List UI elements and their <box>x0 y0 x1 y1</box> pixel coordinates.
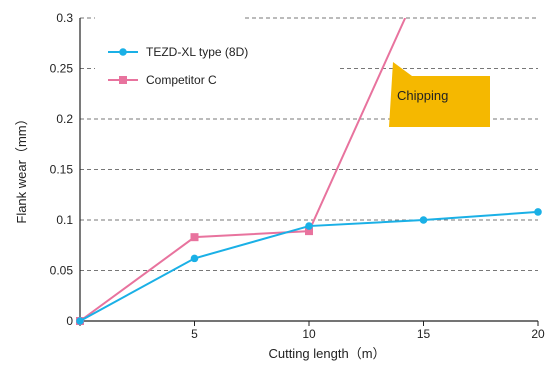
y-tick-label: 0.15 <box>50 163 74 177</box>
y-tick-label: 0.3 <box>56 11 73 25</box>
callout-box <box>389 62 490 127</box>
x-tick-label: 15 <box>417 327 431 341</box>
series-lines <box>76 18 542 325</box>
x-tick-labels: 5 10 15 20 <box>191 327 545 341</box>
data-point <box>190 233 199 242</box>
data-point <box>419 216 428 224</box>
x-tick-label: 5 <box>191 327 198 341</box>
x-tick-label: 20 <box>531 327 545 341</box>
legend: TEZD-XL type (8D) Competitor C <box>108 45 248 87</box>
y-tick-label: 0 <box>66 314 73 328</box>
y-tick-label: 0.25 <box>50 62 74 76</box>
x-axis-title: Cutting length（m） <box>268 346 385 361</box>
legend-label: TEZD-XL type (8D) <box>146 45 248 59</box>
callout-text: Chipping <box>397 88 448 103</box>
data-point <box>190 254 199 263</box>
chipping-callout: Chipping <box>389 62 490 127</box>
y-tick-label: 0.1 <box>56 213 73 227</box>
data-point <box>305 227 313 236</box>
y-tick-label: 0.2 <box>56 112 73 126</box>
y-tick-labels: 0 0.05 0.1 0.15 0.2 0.25 0.3 <box>50 11 74 328</box>
legend-marker <box>119 76 127 84</box>
y-axis-title: Flank wear（mm） <box>14 112 29 223</box>
legend-label: Competitor C <box>146 73 217 87</box>
data-point <box>305 222 313 230</box>
data-point <box>76 317 84 325</box>
axes <box>79 18 539 326</box>
y-tick-label: 0.05 <box>50 264 74 278</box>
data-point <box>534 208 542 216</box>
legend-marker <box>119 48 127 56</box>
x-tick-label: 10 <box>302 327 316 341</box>
series-line-1 <box>79 18 407 322</box>
